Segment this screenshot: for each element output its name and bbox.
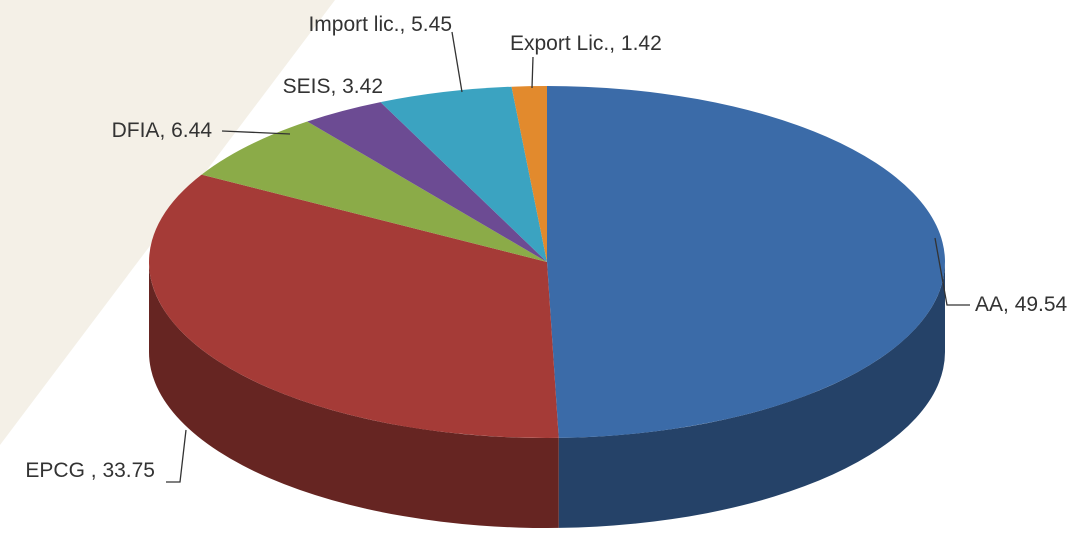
data-label: Export Lic., 1.42 [510,32,662,55]
data-label-category: SEIS [283,75,331,98]
leader-line [166,429,187,483]
data-label: Import lic., 5.45 [308,13,452,36]
data-label-value: 49.54 [1015,293,1068,316]
leader-line [934,237,970,306]
data-label-value: 33.75 [102,459,155,482]
slice [149,174,559,438]
data-label-separator: , [1003,293,1015,316]
data-label-separator: , [159,119,171,142]
data-label-category: DFIA [112,119,160,142]
data-label: AA, 49.54 [975,293,1068,316]
data-label-category: EPCG [25,459,90,482]
slice [547,86,945,438]
data-labels: AA, 49.54 EPCG , 33.75 DFIA, 6.44 SEIS, 3.4… [25,13,1068,483]
slice-side [149,262,559,529]
slice [307,102,547,263]
slice [380,86,547,263]
data-label: SEIS, 3.42 [283,75,383,98]
data-label-separator: , [609,32,621,55]
data-label-category: Export Lic. [510,32,609,55]
leader-line [221,130,291,135]
data-label-category: Import lic. [308,13,399,36]
data-label-separator: , [91,459,103,482]
data-label-value: 1.42 [621,32,662,55]
leader-line [451,31,463,93]
slice [511,86,547,262]
data-label-separator: , [330,75,342,98]
data-label-separator: , [399,13,411,36]
data-label-value: 6.44 [171,119,212,142]
leader-line [531,56,534,89]
data-label: EPCG , 33.75 [25,459,155,482]
slice [201,121,547,262]
data-label-category: AA [975,293,1003,316]
data-label-value: 3.42 [342,75,383,98]
data-label-value: 5.45 [411,13,452,36]
pie-sides [149,262,945,529]
slice-side [558,262,945,528]
pie-top [149,86,945,438]
data-label: DFIA, 6.44 [112,119,213,142]
